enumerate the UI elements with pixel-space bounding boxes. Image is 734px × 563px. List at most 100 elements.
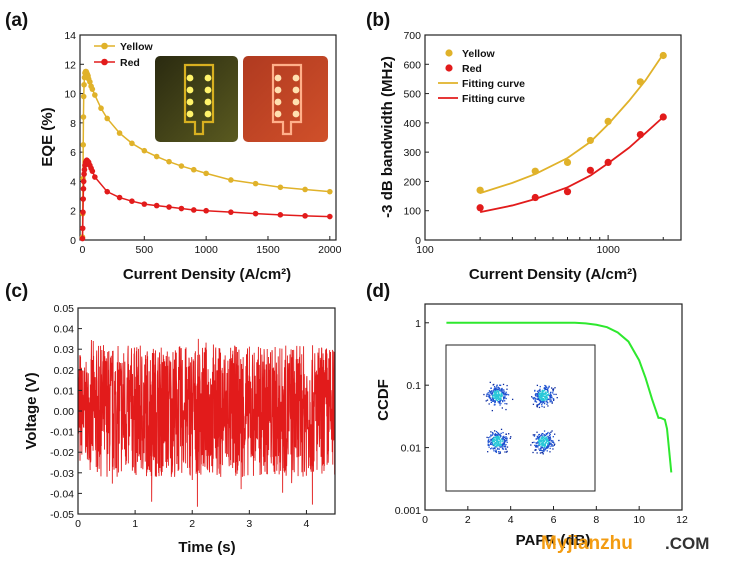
x-tick-label: 6 bbox=[551, 514, 557, 526]
led-emitter bbox=[204, 74, 212, 82]
data-point-red bbox=[141, 201, 148, 207]
constellation-point bbox=[499, 398, 502, 401]
constellation-point bbox=[548, 434, 551, 437]
constellation-point bbox=[547, 394, 549, 396]
constellation-point bbox=[538, 433, 541, 436]
constellation-point bbox=[536, 435, 539, 438]
y-tick-label: 700 bbox=[403, 30, 421, 42]
constellation-point bbox=[539, 393, 541, 396]
constellation-point bbox=[491, 394, 493, 396]
constellation-point bbox=[494, 389, 496, 391]
constellation-point bbox=[505, 448, 507, 450]
constellation-point bbox=[543, 445, 545, 447]
voltage-trace bbox=[78, 338, 335, 507]
constellation-point bbox=[542, 433, 544, 435]
data-point-red bbox=[92, 174, 98, 180]
data-point-yellow bbox=[166, 158, 172, 165]
data-point-yellow bbox=[659, 51, 667, 60]
constellation-point bbox=[493, 388, 495, 390]
constellation-point bbox=[535, 401, 538, 403]
constellation-point bbox=[499, 397, 501, 399]
constellation-point bbox=[501, 438, 503, 441]
constellation-point bbox=[542, 395, 544, 397]
data-point-yellow bbox=[327, 188, 333, 195]
constellation-point bbox=[493, 386, 496, 388]
y-tick-label: 0.05 bbox=[54, 303, 75, 315]
constellation-point bbox=[497, 391, 500, 393]
constellation-point bbox=[537, 444, 539, 446]
constellation-point bbox=[502, 392, 505, 394]
y-tick-label: 400 bbox=[403, 118, 421, 130]
constellation-point bbox=[500, 441, 502, 443]
data-point-red bbox=[476, 204, 484, 212]
constellation-inset-frame bbox=[445, 344, 596, 492]
constellation-point bbox=[492, 394, 494, 396]
constellation-point bbox=[489, 381, 491, 384]
constellation-point bbox=[547, 402, 549, 404]
constellation-point bbox=[503, 435, 505, 438]
constellation-point bbox=[502, 442, 504, 444]
constellation-point bbox=[537, 391, 540, 393]
constellation-point bbox=[502, 383, 505, 386]
constellation-point bbox=[494, 430, 496, 432]
constellation-point bbox=[547, 435, 549, 438]
constellation-point bbox=[500, 398, 502, 400]
constellation-point bbox=[505, 397, 507, 400]
y-tick-label: -0.04 bbox=[50, 488, 74, 500]
constellation-point bbox=[552, 392, 554, 394]
constellation-point bbox=[497, 435, 499, 438]
x-tick-label: 0 bbox=[422, 514, 428, 526]
constellation-point bbox=[496, 393, 498, 395]
fit-curve-yellow bbox=[479, 53, 664, 195]
y-tick-label: -0.03 bbox=[50, 468, 74, 480]
constellation-point bbox=[547, 389, 549, 391]
constellation-point bbox=[543, 443, 545, 446]
constellation-point bbox=[498, 393, 501, 396]
constellation-point bbox=[548, 439, 550, 441]
constellation-point bbox=[493, 390, 496, 393]
constellation-point bbox=[537, 440, 540, 442]
constellation-point bbox=[547, 443, 549, 445]
constellation-point bbox=[489, 394, 491, 397]
constellation-point bbox=[498, 435, 500, 438]
constellation-point bbox=[500, 444, 503, 446]
constellation-point bbox=[505, 433, 507, 435]
constellation-point bbox=[531, 396, 533, 398]
constellation-point bbox=[486, 399, 489, 401]
constellation-point bbox=[492, 443, 495, 446]
constellation-point bbox=[546, 438, 548, 441]
constellation-point bbox=[549, 437, 551, 439]
constellation-point bbox=[495, 449, 497, 451]
constellation-point bbox=[540, 449, 542, 451]
constellation-point bbox=[542, 393, 545, 395]
panel-b-xlabel: Current Density (A/cm²) bbox=[469, 266, 637, 283]
constellation-point bbox=[534, 434, 536, 436]
constellation-point bbox=[502, 440, 504, 442]
constellation-point bbox=[544, 393, 547, 395]
constellation-point bbox=[500, 395, 502, 398]
constellation-point bbox=[547, 442, 550, 444]
constellation-point bbox=[498, 387, 501, 389]
constellation-point bbox=[502, 438, 504, 441]
constellation-point bbox=[505, 391, 507, 393]
constellation-point bbox=[546, 401, 548, 403]
constellation-point bbox=[547, 431, 549, 434]
constellation-point bbox=[499, 443, 501, 445]
constellation-point bbox=[495, 395, 497, 397]
data-point-red bbox=[659, 113, 667, 121]
x-tick-label: 3 bbox=[246, 518, 252, 530]
panel-a-chart: 0 500 1000 1500 2000 0 2 4 6 8 10 12 14 Yellow Red C… bbox=[39, 30, 342, 283]
constellation-point bbox=[549, 447, 551, 450]
constellation-point bbox=[490, 431, 492, 433]
constellation-point bbox=[498, 438, 501, 440]
constellation-point bbox=[494, 439, 497, 441]
constellation-point bbox=[495, 389, 497, 391]
data-point-yellow bbox=[92, 92, 98, 98]
constellation-point bbox=[495, 397, 497, 399]
constellation-point bbox=[535, 393, 537, 395]
constellation-point bbox=[498, 401, 501, 403]
constellation-point bbox=[550, 442, 552, 444]
constellation-point bbox=[483, 393, 485, 396]
constellation-point bbox=[542, 440, 545, 443]
constellation-point bbox=[496, 432, 499, 434]
